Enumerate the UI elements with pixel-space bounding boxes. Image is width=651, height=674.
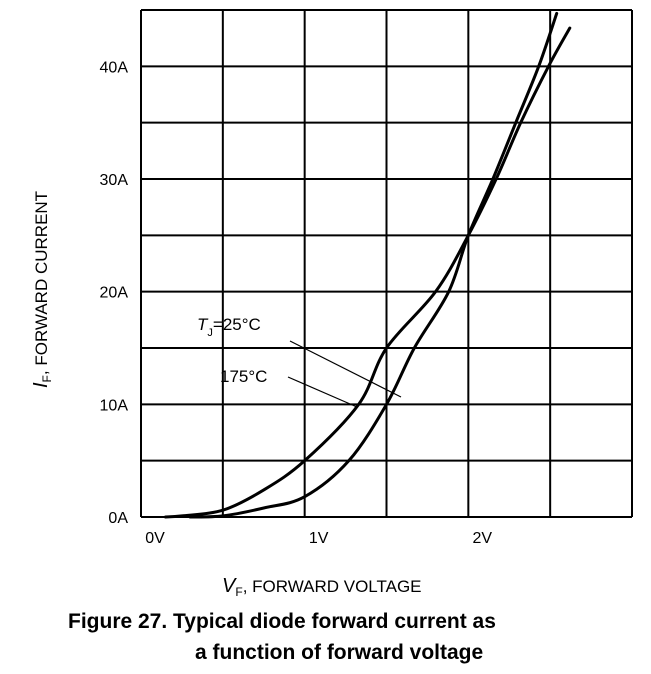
figure-caption-line1: Figure 27. Typical diode forward current… [68, 610, 496, 633]
tick-labels: 0V 1V 2V 0A 10A 20A 30A 40A [100, 59, 493, 547]
grid [140, 9, 633, 518]
annotation-175c: 175°C [220, 367, 358, 408]
x-tick-label: 0V [145, 530, 165, 547]
annotation-25c-label: TJ=25°C [197, 315, 261, 339]
series-lines [164, 11, 572, 519]
x-tick-label: 2V [473, 530, 493, 547]
series-line-175c [164, 26, 572, 519]
x-tick-label: 1V [309, 530, 329, 547]
annotation-175c-label: 175°C [220, 367, 267, 386]
annotation-175c-leader [287, 376, 358, 408]
y-tick-label: 30A [100, 172, 129, 189]
y-tick-label: 0A [108, 510, 128, 527]
x-axis-label: VF, FORWARD VOLTAGE [222, 575, 422, 599]
annotation-25c-leader [289, 340, 402, 398]
series-line-25c [188, 11, 559, 519]
y-tick-label: 20A [100, 285, 129, 302]
annotation-25c: TJ=25°C [197, 315, 402, 398]
y-axis-label: IF, FORWARD CURRENT [30, 191, 54, 388]
y-tick-label: 10A [100, 397, 129, 414]
figure-caption-line2: a function of forward voltage [195, 641, 484, 664]
y-tick-label: 40A [100, 59, 129, 76]
